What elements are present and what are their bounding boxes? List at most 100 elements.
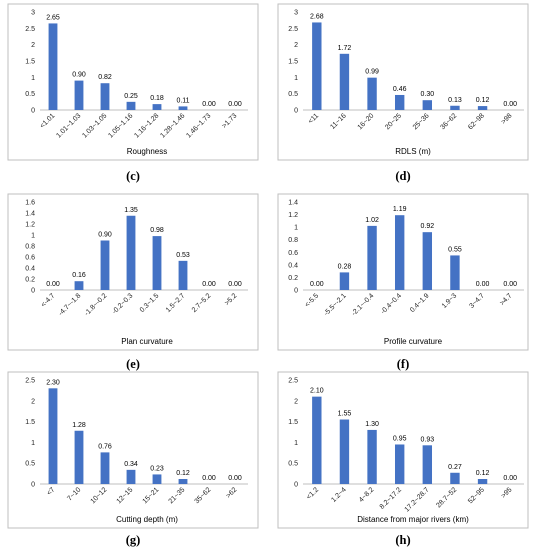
data-label: 0.00 bbox=[202, 475, 216, 482]
y-tick-label: 1 bbox=[31, 440, 35, 447]
panel-label: (e) bbox=[126, 357, 140, 371]
x-tick-label: <7 bbox=[46, 486, 57, 497]
bar bbox=[367, 77, 377, 110]
y-tick-label: 2.5 bbox=[25, 26, 35, 33]
bar bbox=[394, 444, 405, 484]
bar bbox=[422, 232, 433, 290]
data-label: 0.00 bbox=[228, 281, 242, 288]
data-label: 0.13 bbox=[448, 97, 462, 104]
y-tick-label: 0.8 bbox=[25, 244, 35, 251]
data-label: 0.98 bbox=[150, 227, 164, 234]
data-label: 0.55 bbox=[448, 246, 462, 253]
bar bbox=[367, 225, 377, 290]
data-label: 0.00 bbox=[202, 281, 216, 288]
bar bbox=[422, 100, 433, 110]
y-tick-label: 0.5 bbox=[288, 91, 298, 98]
bar bbox=[450, 105, 460, 110]
x-axis-title: RDLS (m) bbox=[395, 147, 431, 156]
data-label: 0.34 bbox=[124, 461, 138, 468]
data-label: 1.28 bbox=[72, 422, 86, 429]
data-label: 0.12 bbox=[476, 97, 490, 104]
bar bbox=[367, 429, 377, 484]
bar bbox=[126, 101, 136, 110]
bar bbox=[152, 104, 162, 110]
y-tick-label: 1 bbox=[31, 75, 35, 82]
bar bbox=[477, 106, 488, 110]
y-tick-label: 2 bbox=[294, 42, 298, 49]
y-tick-label: 1.5 bbox=[288, 419, 298, 426]
data-label: 0.82 bbox=[98, 74, 112, 81]
data-label: 0.53 bbox=[176, 252, 190, 259]
bar bbox=[100, 83, 110, 110]
panel-label: (f) bbox=[397, 357, 410, 371]
y-tick-label: 0 bbox=[31, 288, 35, 295]
bar bbox=[394, 94, 405, 110]
y-tick-label: 3 bbox=[294, 10, 298, 17]
y-tick-label: 0 bbox=[31, 108, 35, 115]
data-label: 0.92 bbox=[421, 223, 435, 230]
bar bbox=[100, 240, 110, 290]
y-tick-label: 0.6 bbox=[288, 250, 298, 257]
bar bbox=[126, 469, 136, 484]
data-label: 0.00 bbox=[228, 101, 242, 108]
y-tick-label: 0.4 bbox=[288, 262, 298, 269]
y-tick-label: 1.5 bbox=[25, 59, 35, 66]
bar bbox=[477, 479, 488, 484]
data-label: 2.68 bbox=[310, 13, 324, 20]
data-label: 0.00 bbox=[503, 475, 517, 482]
data-label: 0.00 bbox=[46, 281, 60, 288]
y-tick-label: 1.2 bbox=[25, 222, 35, 229]
data-label: 0.18 bbox=[150, 95, 164, 102]
data-label: 2.10 bbox=[310, 388, 324, 395]
bar bbox=[450, 255, 460, 290]
data-label: 0.76 bbox=[98, 443, 112, 450]
y-tick-label: 0 bbox=[294, 288, 298, 295]
y-tick-label: 0.6 bbox=[25, 255, 35, 262]
data-label: 0.46 bbox=[393, 86, 407, 93]
data-label: 0.00 bbox=[310, 281, 324, 288]
data-label: 1.02 bbox=[365, 217, 379, 224]
bar bbox=[74, 281, 84, 290]
data-label: 0.16 bbox=[72, 272, 86, 279]
y-tick-label: 0 bbox=[294, 108, 298, 115]
y-tick-label: 0 bbox=[31, 482, 35, 489]
y-tick-label: 1.5 bbox=[25, 419, 35, 426]
data-label: 0.00 bbox=[503, 101, 517, 108]
y-tick-label: 0.8 bbox=[288, 237, 298, 244]
y-tick-label: 0.4 bbox=[25, 266, 35, 273]
y-tick-label: 0 bbox=[294, 482, 298, 489]
data-label: 0.12 bbox=[176, 470, 190, 477]
data-label: 1.19 bbox=[393, 206, 407, 213]
bar bbox=[178, 479, 188, 484]
x-axis-title: Distance from major rivers (km) bbox=[357, 515, 469, 524]
bar bbox=[312, 22, 322, 111]
y-tick-label: 0.2 bbox=[288, 275, 298, 282]
x-axis-title: Profile curvature bbox=[384, 337, 443, 346]
data-label: 0.11 bbox=[176, 97, 189, 104]
y-tick-label: 1 bbox=[294, 225, 298, 232]
data-label: 1.30 bbox=[365, 421, 379, 428]
y-tick-label: 2 bbox=[294, 398, 298, 405]
data-label: 0.12 bbox=[476, 470, 490, 477]
y-tick-label: 0.2 bbox=[25, 277, 35, 284]
data-label: 0.00 bbox=[476, 281, 490, 288]
data-label: 1.72 bbox=[338, 45, 352, 52]
data-label: 0.00 bbox=[202, 101, 216, 108]
bar bbox=[74, 80, 84, 110]
y-tick-label: 1 bbox=[294, 440, 298, 447]
x-axis-title: Plan curvature bbox=[121, 337, 173, 346]
bar bbox=[339, 53, 350, 110]
data-label: 0.28 bbox=[338, 263, 352, 270]
data-label: 2.65 bbox=[46, 14, 60, 21]
panel-label: (g) bbox=[126, 533, 141, 547]
y-tick-label: 1 bbox=[294, 75, 298, 82]
bar bbox=[152, 474, 162, 484]
data-label: 0.90 bbox=[72, 72, 86, 79]
data-label: 0.27 bbox=[448, 464, 462, 471]
y-tick-label: 1.5 bbox=[288, 59, 298, 66]
bar bbox=[339, 272, 350, 290]
panel-frame bbox=[7, 371, 259, 529]
bar bbox=[100, 452, 110, 484]
bar bbox=[48, 388, 58, 484]
